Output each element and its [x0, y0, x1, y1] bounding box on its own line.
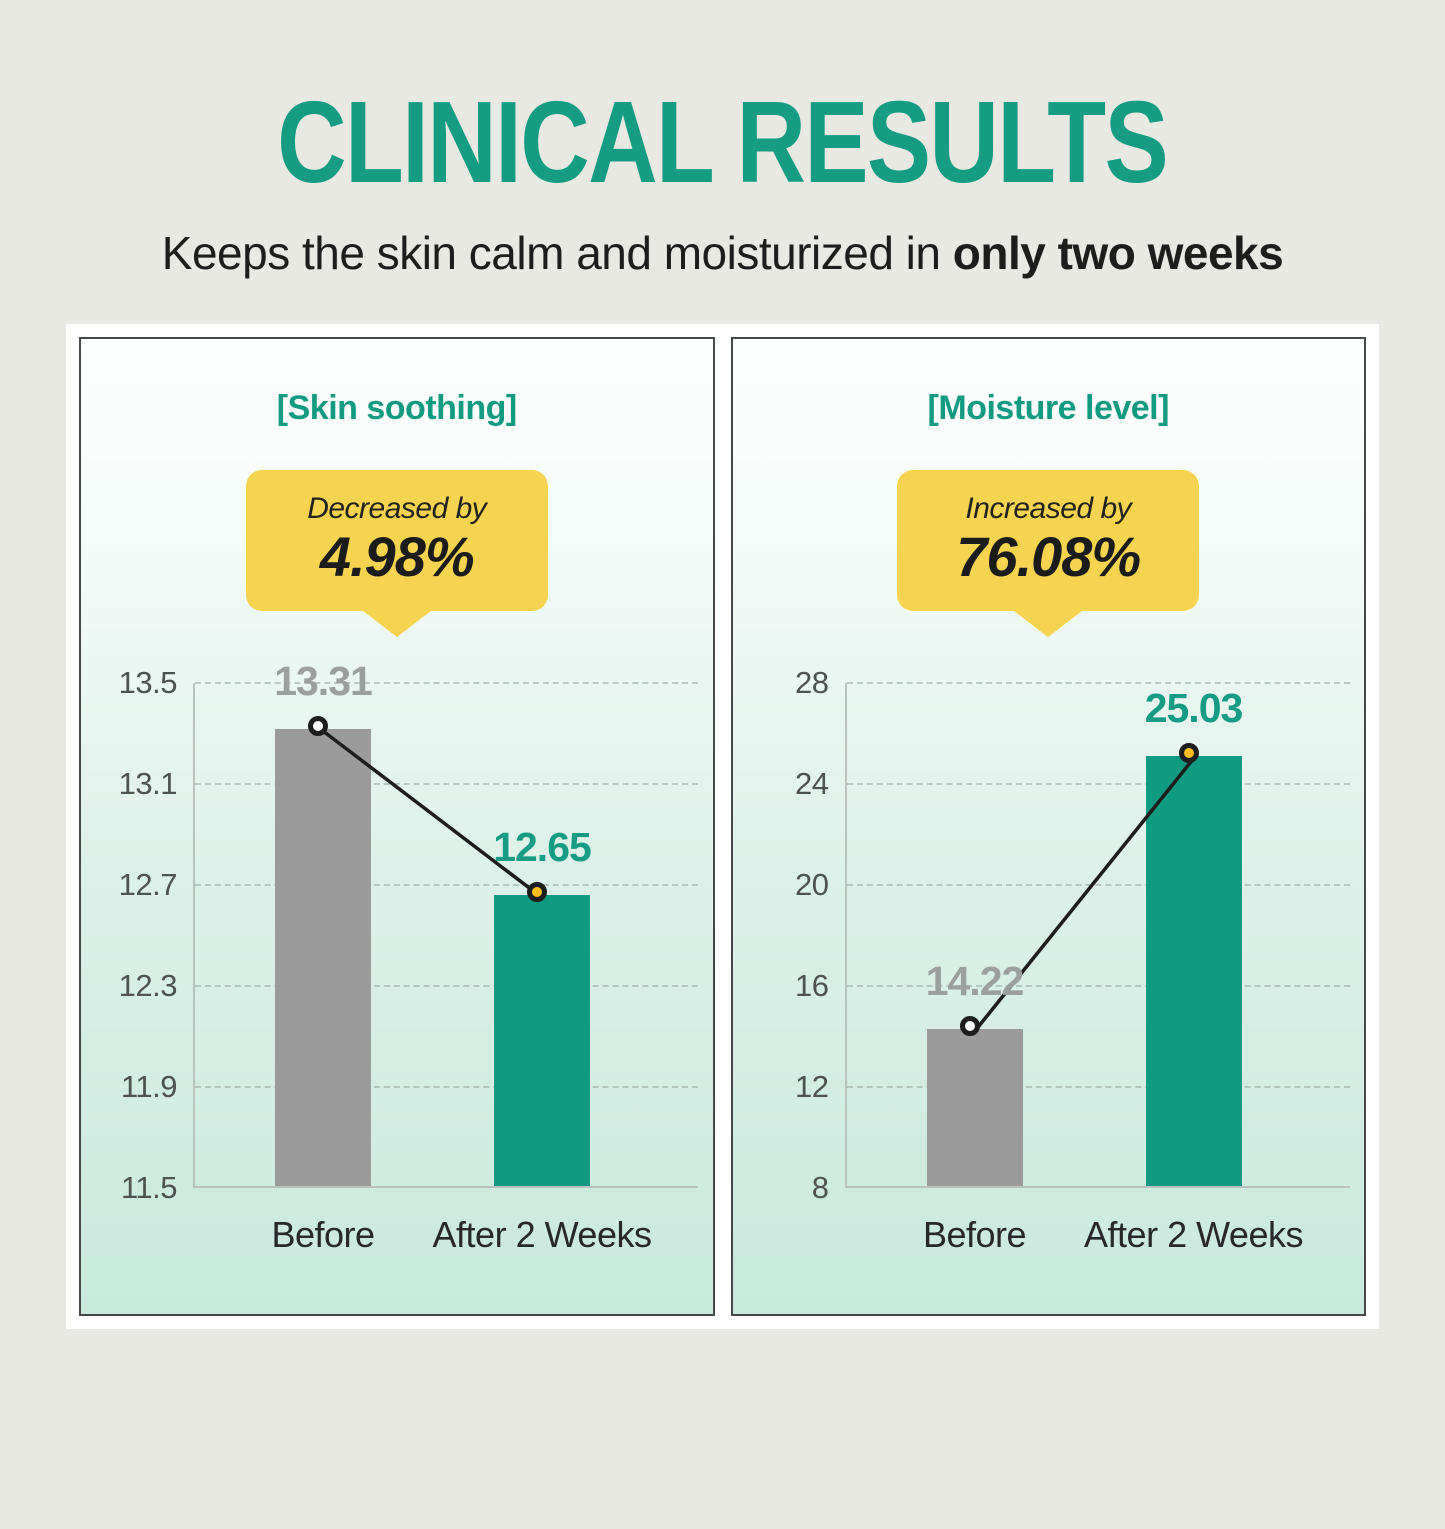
- gridline: [846, 984, 1350, 987]
- panel-title: [Moisture level]: [927, 389, 1170, 427]
- after-bar: [494, 895, 590, 1186]
- callout-value: 76.08%: [956, 525, 1141, 588]
- x-axis: Before After 2 Weeks: [847, 1214, 1352, 1258]
- page-subtitle: Keeps the skin calm and moisturized in o…: [0, 226, 1445, 280]
- y-axis: 28 24 20 16 12 8: [733, 665, 845, 1205]
- callout-label: Increased by: [965, 492, 1132, 525]
- subtitle-normal-text: Keeps the skin calm and moisturized in: [161, 227, 953, 279]
- before-point-marker: [308, 715, 328, 736]
- results-card: [Skin soothing] Decreased by 4.98% 13.5 1…: [66, 324, 1379, 1329]
- callout-label: Decreased by: [307, 492, 487, 525]
- gridline: [846, 782, 1350, 785]
- moisture-level-panel: [Moisture level] Increased by 76.08% 28 2…: [730, 337, 1366, 1316]
- callout-bubble: Decreased by 4.98%: [245, 470, 548, 611]
- before-bar: [275, 728, 371, 1186]
- before-category-label: Before: [922, 1213, 1027, 1255]
- before-point-marker: [959, 1015, 980, 1036]
- page-title-text: CLINICAL RESULTS: [277, 77, 1170, 207]
- x-axis: Before After 2 Weeks: [195, 1214, 700, 1258]
- before-value-label: 14.22: [925, 957, 1025, 1004]
- after-category-label: After 2 Weeks: [432, 1213, 652, 1255]
- bar-chart: 28 24 20 16 12 8 14.22 25.03: [733, 665, 1365, 1205]
- after-point-marker: [1178, 742, 1199, 763]
- after-bar: [1145, 755, 1242, 1186]
- gridline: [195, 1085, 698, 1088]
- gridline: [195, 782, 698, 785]
- plot-area: 14.22 25.03: [844, 681, 1350, 1188]
- infographic-page: CLINICAL RESULTS Keeps the skin calm and…: [0, 84, 1445, 1529]
- y-tick-label: 11.9: [120, 1068, 178, 1104]
- y-tick-label: 13.5: [118, 664, 178, 700]
- after-value-label: 25.03: [1144, 684, 1244, 731]
- callout-bubble: Increased by 76.08%: [897, 470, 1200, 611]
- callout-value: 4.98%: [319, 525, 475, 588]
- after-category-label: After 2 Weeks: [1084, 1213, 1303, 1255]
- y-tick-label: 12: [795, 1068, 829, 1104]
- gridline: [195, 984, 698, 987]
- gridline: [846, 1085, 1350, 1088]
- y-tick-label: 12.7: [118, 866, 178, 902]
- subtitle-bold-text: only two weeks: [952, 227, 1284, 279]
- panel-title: [Skin soothing]: [276, 389, 517, 427]
- y-tick-label: 13.1: [118, 765, 178, 801]
- page-title: CLINICAL RESULTS: [0, 84, 1445, 200]
- y-tick-label: 24: [795, 765, 829, 801]
- trend-connector-line: [321, 729, 544, 899]
- after-value-label: 12.65: [493, 824, 592, 871]
- gridline: [846, 883, 1350, 886]
- gridline: [195, 681, 698, 684]
- before-value-label: 13.31: [274, 657, 373, 704]
- before-bar: [926, 1028, 1023, 1186]
- y-axis: 13.5 13.1 12.7 12.3 11.9 11.5: [81, 665, 193, 1205]
- y-tick-label: 12.3: [118, 967, 178, 1003]
- gridline: [846, 681, 1350, 684]
- bar-chart: 13.5 13.1 12.7 12.3 11.9 11.5 13.31 12.65: [81, 658, 713, 1205]
- y-tick-label: 8: [811, 1169, 829, 1205]
- y-tick-label: 28: [795, 664, 829, 700]
- plot-area: 13.31 12.65: [193, 658, 698, 1188]
- before-category-label: Before: [271, 1213, 375, 1255]
- y-tick-label: 11.5: [120, 1169, 178, 1205]
- gridline: [195, 883, 698, 886]
- after-point-marker: [527, 882, 547, 903]
- y-tick-label: 16: [795, 967, 829, 1003]
- skin-soothing-panel: [Skin soothing] Decreased by 4.98% 13.5 1…: [79, 337, 715, 1316]
- y-tick-label: 20: [795, 866, 829, 902]
- trend-connector-line: [973, 756, 1195, 1032]
